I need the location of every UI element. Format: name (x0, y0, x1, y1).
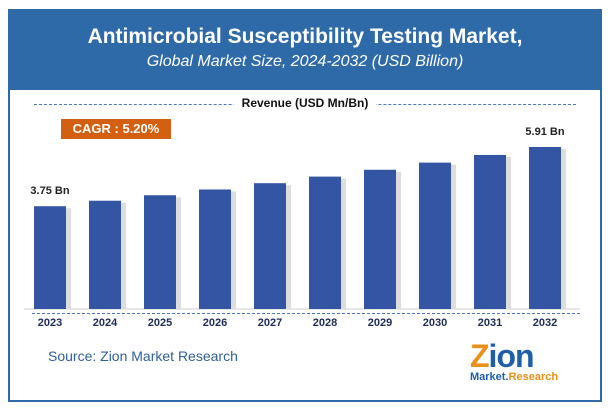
bar-shadow (121, 202, 126, 309)
x-tick-label: 2024 (93, 317, 118, 329)
bar-2031 (474, 154, 506, 309)
bar-shadow (231, 191, 236, 309)
x-tick-label: 2032 (533, 317, 557, 329)
bar-2029 (364, 169, 396, 309)
revenue-label-text: Revenue (USD Mn/Bn) (233, 96, 377, 110)
x-tick-label: 2030 (423, 317, 447, 329)
bar-2028 (309, 176, 341, 309)
bar-2023 (34, 206, 66, 309)
bar-shadow (396, 171, 401, 309)
bar-shadow (66, 208, 71, 309)
revenue-label: Revenue (USD Mn/Bn) (10, 96, 600, 110)
bar-2025 (144, 195, 176, 309)
x-tick-label: 2025 (148, 317, 172, 329)
header: Antimicrobial Susceptibility Testing Mar… (10, 11, 600, 90)
bar-shadow (176, 197, 181, 309)
x-tick-label: 2027 (258, 317, 282, 329)
chart-title: Antimicrobial Susceptibility Testing Mar… (87, 25, 523, 48)
bar-2027 (254, 183, 286, 309)
bar-2030 (419, 162, 451, 309)
x-tick-label: 2023 (38, 317, 62, 329)
x-tick-label: 2029 (368, 317, 392, 329)
bar-shadow (286, 185, 291, 309)
bar-shadow (451, 164, 456, 309)
bar-shadow (506, 156, 511, 309)
bar-2024 (89, 200, 121, 309)
data-label: 3.75 Bn (30, 185, 69, 197)
zion-logo: Zion Market.Research (470, 338, 559, 383)
x-tick-label: 2028 (313, 317, 337, 329)
x-tick-label: 2031 (478, 317, 502, 329)
bar-shadow (341, 178, 346, 309)
bar-2032 (529, 147, 561, 309)
chart-subtitle: Global Market Size, 2024-2032 (USD Billi… (146, 53, 464, 70)
x-tick-label: 2026 (203, 317, 227, 329)
bar-shadow (561, 149, 566, 309)
bar-2026 (199, 189, 231, 309)
axis-dashed-line (32, 313, 580, 314)
source-text: Source: Zion Market Research (48, 348, 238, 364)
cagr-badge: CAGR : 5.20% (61, 119, 171, 139)
data-label: 5.91 Bn (525, 126, 564, 138)
